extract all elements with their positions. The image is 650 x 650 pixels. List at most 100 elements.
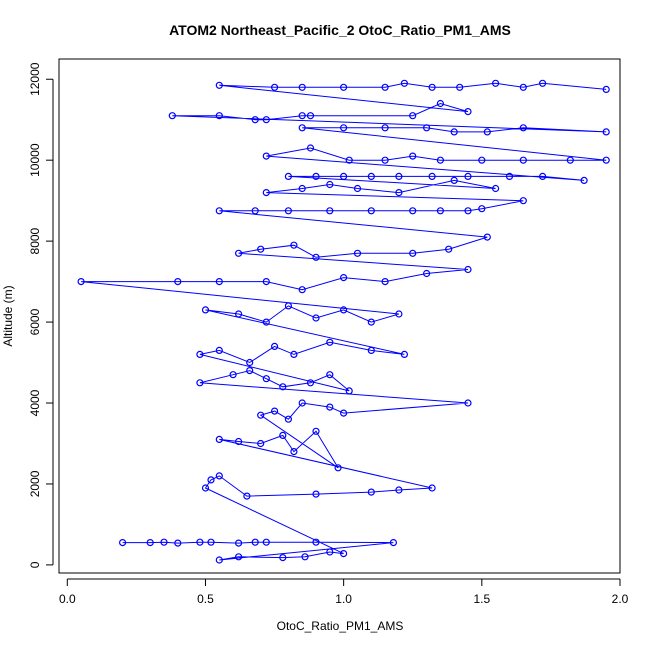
data-point xyxy=(262,152,270,160)
data-point xyxy=(505,172,514,180)
data-point xyxy=(395,172,403,180)
data-point xyxy=(196,350,204,358)
data-point xyxy=(235,437,243,446)
y-tick-label: 0 xyxy=(28,561,42,568)
data-point xyxy=(367,346,375,354)
data-point xyxy=(423,124,431,132)
data-point xyxy=(284,207,292,215)
data-point xyxy=(298,286,306,294)
x-tick-label: 1.5 xyxy=(473,592,490,606)
data-point xyxy=(602,85,610,94)
data-point xyxy=(400,79,408,87)
data-point xyxy=(290,350,298,358)
data-point xyxy=(251,538,259,546)
data-point xyxy=(312,314,320,322)
data-point xyxy=(492,184,500,193)
data-point xyxy=(301,553,309,561)
y-axis: 0 2000 4000 6000 8000 10000 12000 xyxy=(28,62,54,568)
data-point xyxy=(271,342,279,350)
data-point xyxy=(298,112,306,120)
x-tick-label: 2.0 xyxy=(612,592,629,606)
data-point xyxy=(519,156,527,164)
data-point xyxy=(464,172,472,180)
data-layer xyxy=(77,79,610,564)
data-point xyxy=(251,207,259,215)
data-point xyxy=(235,539,243,547)
data-point xyxy=(215,556,223,564)
data-point xyxy=(168,112,176,120)
data-point xyxy=(340,409,348,417)
y-tick-label: 4000 xyxy=(28,389,42,416)
data-point xyxy=(290,448,298,456)
data-point xyxy=(215,435,223,443)
data-point xyxy=(436,207,444,215)
data-point xyxy=(298,184,306,193)
data-point xyxy=(77,278,85,286)
data-point xyxy=(400,350,408,358)
data-point xyxy=(464,107,472,116)
data-point xyxy=(284,302,292,310)
data-point xyxy=(246,358,254,367)
data-point xyxy=(312,490,320,498)
chart-title: ATOM2 Northeast_Pacific_2 OtoC_Ratio_PM1… xyxy=(169,22,511,38)
data-point xyxy=(279,431,287,439)
x-tick-label: 1.0 xyxy=(335,592,352,606)
data-point xyxy=(381,278,389,286)
data-point xyxy=(367,488,375,496)
data-point xyxy=(436,156,444,164)
data-point xyxy=(450,176,458,184)
data-point xyxy=(251,116,259,124)
data-point xyxy=(215,81,223,89)
data-point xyxy=(395,486,403,494)
data-point xyxy=(201,306,210,314)
data-point xyxy=(160,538,168,546)
data-point xyxy=(456,83,464,91)
data-point xyxy=(436,99,444,108)
data-point xyxy=(235,553,243,561)
data-point xyxy=(326,338,334,346)
x-axis-label: OtoC_Ratio_PM1_AMS xyxy=(277,619,404,633)
data-point xyxy=(423,269,431,278)
data-point xyxy=(334,464,342,472)
x-tick-label: 0.5 xyxy=(197,592,214,606)
data-point xyxy=(602,128,610,136)
data-point xyxy=(326,207,334,215)
data-point xyxy=(464,399,472,407)
data-point xyxy=(271,83,279,91)
y-tick-label: 2000 xyxy=(28,470,42,497)
data-point xyxy=(235,310,243,318)
data-point xyxy=(381,124,389,132)
data-point xyxy=(284,415,292,423)
data-point xyxy=(215,346,223,354)
data-point xyxy=(340,549,348,558)
data-point xyxy=(409,249,417,257)
y-tick-label: 10000 xyxy=(28,143,42,177)
data-point xyxy=(235,249,243,257)
data-point xyxy=(298,83,306,91)
data-point xyxy=(262,375,270,383)
data-point xyxy=(201,484,210,492)
data-point xyxy=(207,538,215,546)
data-point xyxy=(409,112,417,120)
data-point xyxy=(284,172,292,180)
data-point xyxy=(312,538,320,546)
data-point xyxy=(298,124,306,132)
data-point xyxy=(428,484,436,492)
data-point xyxy=(146,538,154,547)
data-point xyxy=(326,371,334,379)
data-point xyxy=(262,538,270,546)
data-point xyxy=(298,399,306,407)
data-point xyxy=(174,278,182,286)
data-point xyxy=(118,538,127,547)
data-point xyxy=(389,538,397,547)
data-point xyxy=(353,249,362,257)
data-point xyxy=(538,79,547,87)
plot-area xyxy=(58,58,621,574)
data-point xyxy=(290,241,298,249)
data-point xyxy=(312,427,320,435)
data-point xyxy=(409,152,417,160)
data-point xyxy=(409,207,417,215)
x-axis: 0.0 0.5 1.0 1.5 2.0 xyxy=(59,578,629,606)
data-point xyxy=(215,472,223,480)
data-point xyxy=(243,492,251,500)
